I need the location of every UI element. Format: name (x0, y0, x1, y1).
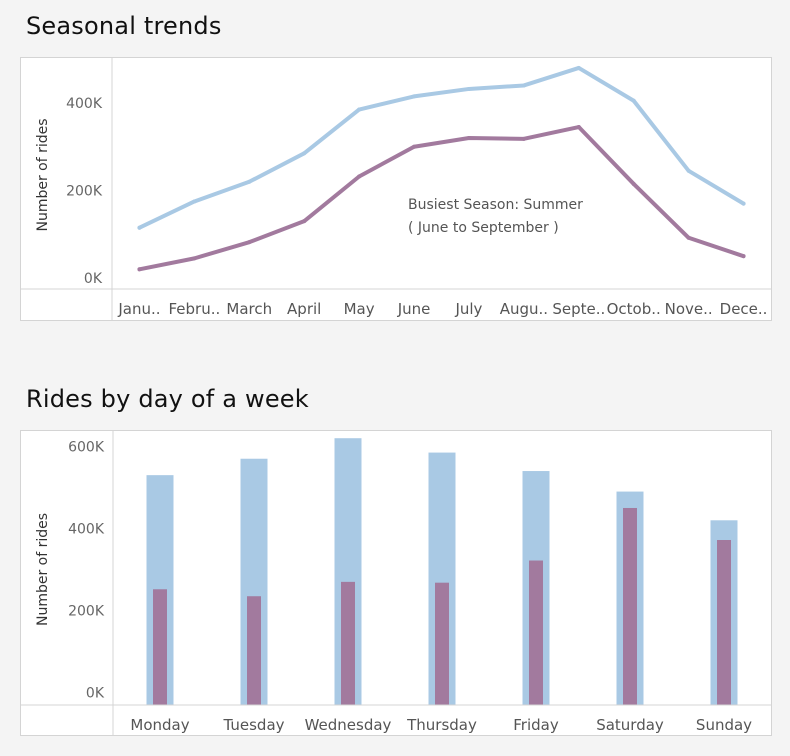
x-tick-label: Janu.. (117, 300, 160, 318)
x-tick-label: Octob.. (607, 300, 661, 318)
data-point (247, 240, 252, 245)
seasonal-trends-svg: Number of rides 0K 200K 400K Janu.. Febru.. Ma… (20, 57, 772, 321)
chart-title-seasonal: Seasonal trends (26, 12, 222, 40)
chart-frame (20, 430, 772, 736)
bar-series-2 (435, 582, 449, 705)
x-tick-label: Saturday (596, 716, 664, 734)
x-tick-label: July (454, 300, 482, 318)
y-tick-label: 0K (86, 686, 105, 702)
data-point (192, 199, 197, 204)
rides-by-day-svg: Number of rides 0K 200K 400K 600K Monday Tuesd… (20, 430, 772, 736)
data-point (686, 235, 691, 240)
data-point (357, 107, 362, 112)
bar-series-2 (529, 560, 543, 705)
series-line-1 (137, 65, 746, 230)
x-tick-label: Febru.. (168, 300, 220, 318)
x-tick-label: April (287, 300, 321, 318)
x-tick-label: Thursday (406, 716, 477, 734)
seasonal-trends-chart: Number of rides 0K 200K 400K Janu.. Febru.. Ma… (20, 57, 772, 321)
x-tick-label: Sunday (696, 716, 752, 734)
x-tick-label: Nove.. (665, 300, 713, 318)
data-point (686, 168, 691, 173)
data-point (357, 174, 362, 179)
y-tick-label: 400K (68, 522, 105, 538)
annotation-text: ( June to September ) (408, 220, 559, 236)
data-point (631, 181, 636, 186)
x-tick-label: March (226, 300, 272, 318)
data-point (192, 256, 197, 261)
rides-by-day-chart: Number of rides 0K 200K 400K 600K Monday Tuesd… (20, 430, 772, 736)
data-point (302, 219, 307, 224)
x-tick-label: Dece.. (720, 300, 768, 318)
bar-series-2 (341, 581, 355, 705)
y-tick-label: 0K (84, 271, 103, 287)
data-point (412, 144, 417, 149)
data-point (521, 136, 526, 141)
data-point (137, 225, 142, 230)
data-point (466, 86, 471, 91)
y-tick-label: 400K (66, 96, 103, 112)
data-point (576, 65, 581, 70)
chart-title-weekday: Rides by day of a week (26, 385, 309, 413)
chart-frame (20, 57, 772, 321)
y-tick-label: 600K (68, 439, 105, 455)
x-tick-label: Friday (513, 716, 559, 734)
data-point (741, 201, 746, 206)
data-point (741, 254, 746, 259)
x-tick-label: Monday (130, 716, 189, 734)
x-tick-label: Augu.. (500, 300, 548, 318)
data-point (412, 94, 417, 99)
data-point (137, 267, 142, 272)
data-point (576, 125, 581, 130)
y-tick-label: 200K (68, 604, 105, 620)
x-tick-label: Wednesday (305, 716, 392, 734)
data-point (631, 98, 636, 103)
data-point (247, 179, 252, 184)
x-tick-label: May (344, 300, 375, 318)
bar-series-2 (153, 589, 167, 705)
y-axis-label: Number of rides (35, 513, 51, 626)
bar-series-2 (717, 540, 731, 705)
y-axis-label: Number of rides (35, 118, 51, 231)
data-point (466, 135, 471, 140)
series-line-2 (137, 125, 746, 272)
y-tick-label: 200K (66, 184, 103, 200)
bar-series-2 (623, 507, 637, 705)
data-point (521, 83, 526, 88)
data-point (302, 151, 307, 156)
bar-series-2 (247, 596, 261, 705)
annotation-text: Busiest Season: Summer (408, 197, 583, 213)
x-tick-label: Tuesday (222, 716, 284, 734)
x-tick-label: June (397, 300, 431, 318)
x-tick-label: Septe.. (552, 300, 605, 318)
